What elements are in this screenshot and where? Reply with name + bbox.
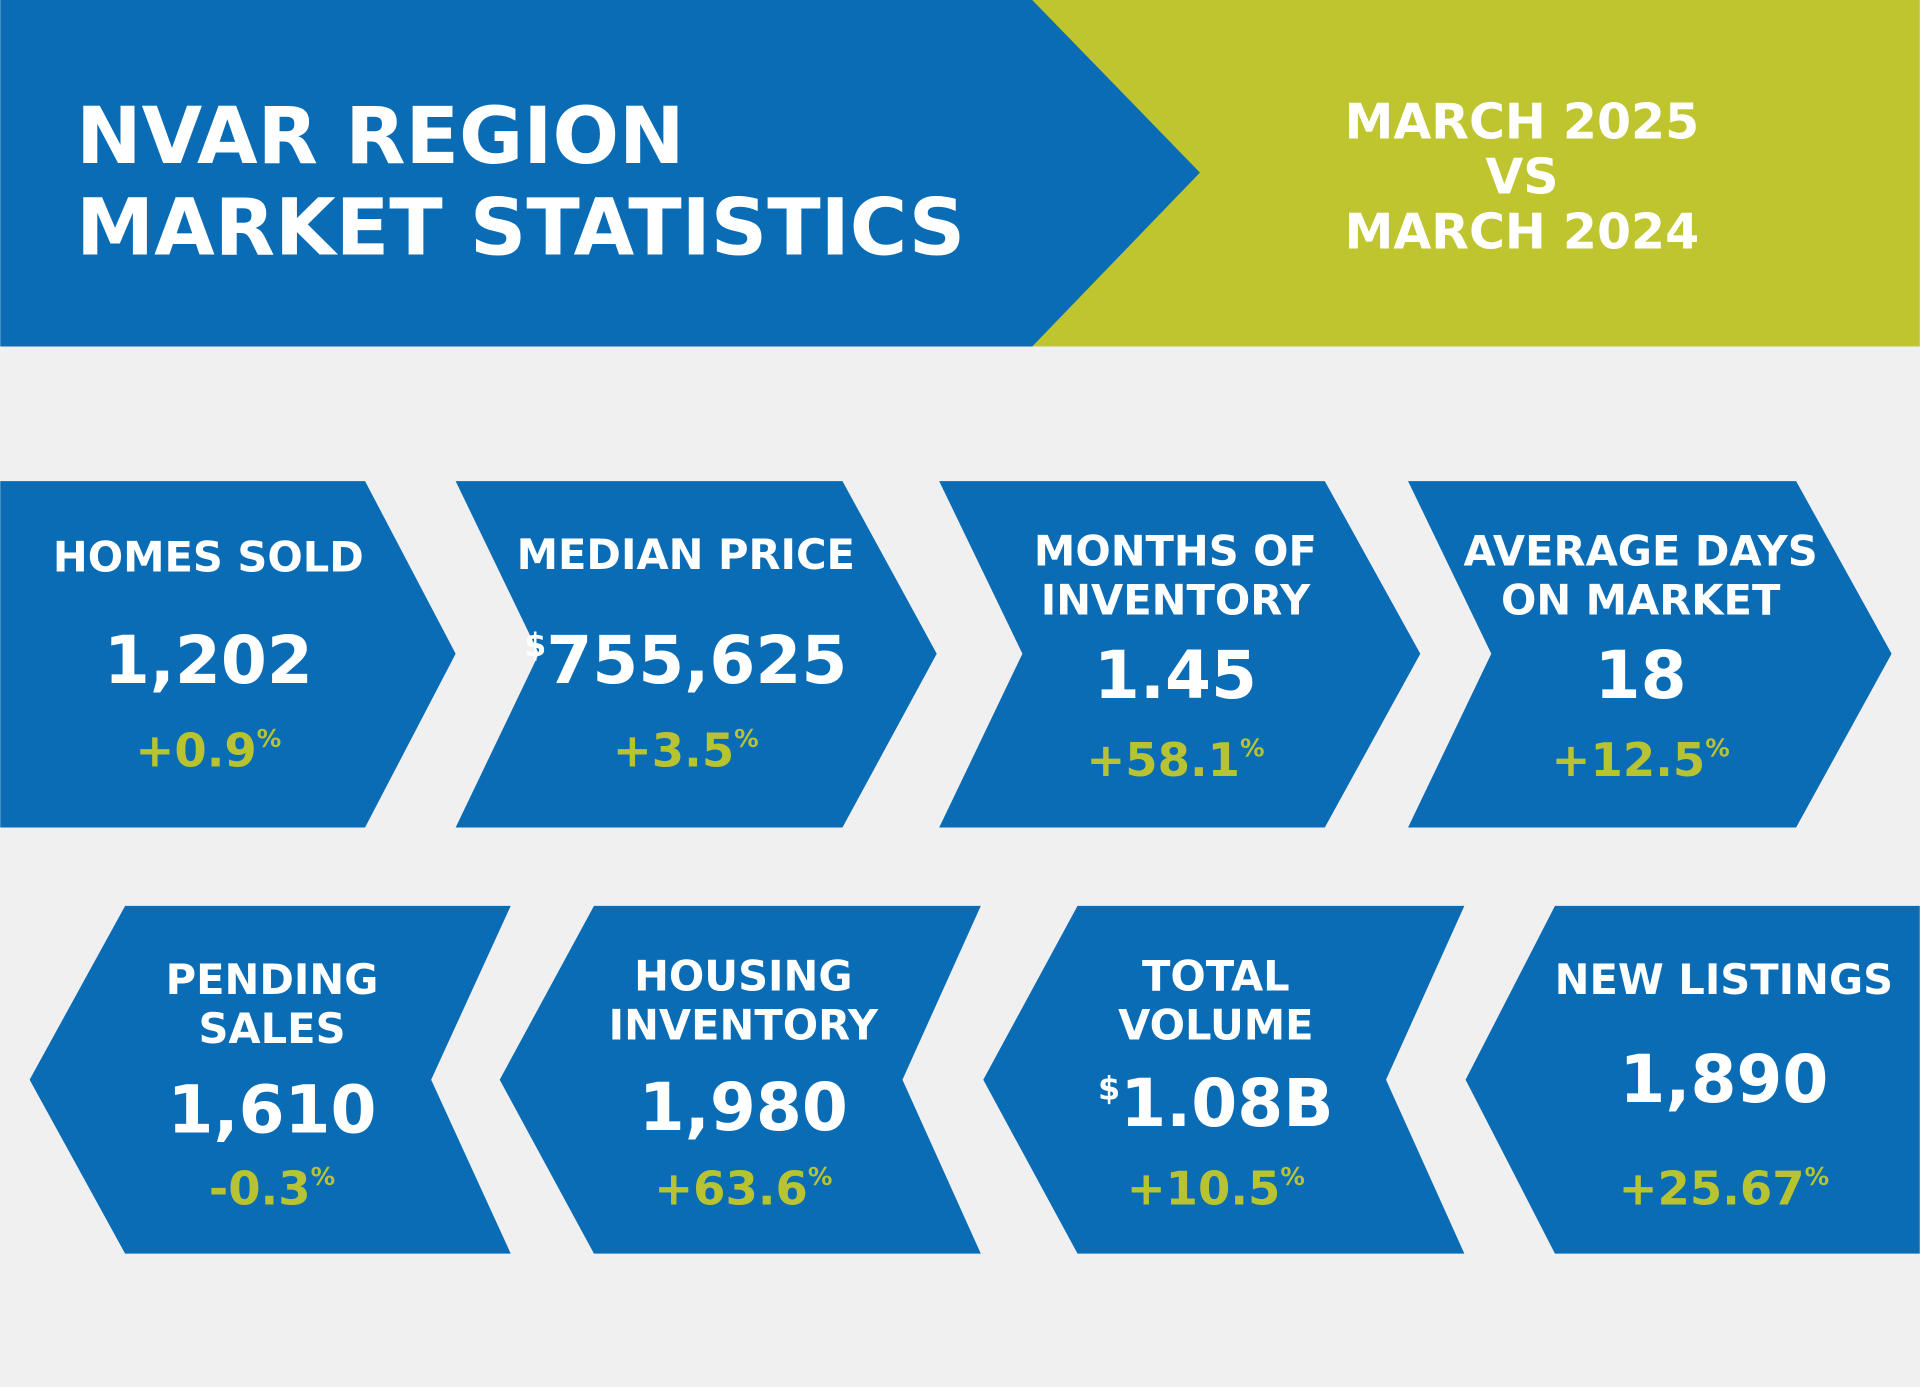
- card-value: $1.08B: [1098, 1065, 1334, 1142]
- card-label: INVENTORY: [609, 1000, 879, 1049]
- card-change: +10.5%: [1127, 1162, 1305, 1216]
- card-change: +0.9%: [135, 723, 281, 777]
- period-line: MARCH 2025: [1345, 93, 1699, 150]
- card-value: $755,625: [524, 622, 847, 699]
- card-chevron: [499, 905, 981, 1254]
- card-label: HOUSING: [634, 951, 852, 1000]
- stat-card: MEDIAN PRICE $755,625 +3.5%: [455, 481, 937, 828]
- change-number: +63.6: [654, 1162, 808, 1216]
- stat-card: NEW LISTINGS 1,890 +25.67%: [1465, 905, 1920, 1254]
- card-change: -0.3%: [209, 1162, 335, 1216]
- card-chevron: [0, 481, 456, 828]
- change-unit: %: [257, 724, 282, 753]
- header-blue: [0, 0, 1200, 347]
- change-unit: %: [1240, 734, 1265, 763]
- value-number: 1,202: [104, 622, 313, 699]
- change-unit: %: [1805, 1162, 1830, 1191]
- card-change: +58.1%: [1086, 733, 1264, 787]
- card-value: 1,202: [104, 622, 313, 699]
- value-number: 1,890: [1619, 1041, 1828, 1118]
- card-label: ON MARKET: [1501, 576, 1781, 625]
- card-value: 18: [1595, 637, 1687, 714]
- card-label: NEW LISTINGS: [1555, 955, 1893, 1004]
- change-number: -0.3: [209, 1162, 311, 1216]
- title-line: MARKET STATISTICS: [76, 183, 965, 274]
- card-label: VOLUME: [1118, 1000, 1314, 1049]
- change-number: +10.5: [1127, 1162, 1281, 1216]
- card-chevron: [455, 481, 937, 828]
- cards: HOMES SOLD 1,202 +0.9% MEDIAN PRICE $755,625…: [0, 481, 1920, 1254]
- card-chevron: [29, 905, 511, 1254]
- change-unit: %: [311, 1162, 336, 1191]
- value-prefix: $: [1098, 1069, 1120, 1107]
- change-number: +0.9: [135, 723, 256, 777]
- card-value: 1,980: [639, 1069, 848, 1146]
- card-change: +25.67%: [1619, 1162, 1830, 1216]
- card-label: MEDIAN PRICE: [517, 530, 855, 579]
- card-chevron: [1408, 481, 1892, 828]
- value-prefix: $: [524, 626, 546, 664]
- change-unit: %: [734, 724, 759, 753]
- value-number: 1,610: [167, 1071, 376, 1148]
- value-number: 1.45: [1094, 637, 1257, 714]
- value-number: 18: [1595, 637, 1687, 714]
- change-number: +12.5: [1552, 733, 1706, 787]
- change-number: +3.5: [613, 723, 734, 777]
- change-number: +25.67: [1619, 1162, 1805, 1216]
- card-label: MONTHS OF: [1034, 527, 1317, 576]
- change-number: +58.1: [1086, 733, 1240, 787]
- card-label: AVERAGE DAYS: [1464, 527, 1818, 576]
- card-change: +12.5%: [1552, 733, 1730, 787]
- change-unit: %: [1705, 734, 1730, 763]
- period-line: MARCH 2024: [1345, 204, 1699, 261]
- card-change: +63.6%: [654, 1162, 832, 1216]
- value-number: 755,625: [546, 622, 847, 699]
- title-line: NVAR REGION: [76, 91, 684, 182]
- card-label: SALES: [198, 1004, 345, 1053]
- card-chevron: [1465, 905, 1920, 1254]
- change-unit: %: [1280, 1162, 1305, 1191]
- card-chevron: [939, 481, 1421, 828]
- card-value: 1,610: [167, 1071, 376, 1148]
- card-label: PENDING: [166, 955, 379, 1004]
- card-label: TOTAL: [1142, 951, 1290, 1000]
- card-value: 1,890: [1619, 1041, 1828, 1118]
- card-label: HOMES SOLD: [53, 533, 364, 582]
- value-number: 1,980: [639, 1069, 848, 1146]
- card-label: INVENTORY: [1041, 576, 1311, 625]
- card-value: 1.45: [1094, 637, 1257, 714]
- stat-card: HOMES SOLD 1,202 +0.9%: [0, 481, 456, 828]
- card-change: +3.5%: [613, 723, 759, 777]
- change-unit: %: [808, 1162, 833, 1191]
- value-number: 1.08B: [1120, 1065, 1333, 1142]
- card-chevron: [983, 905, 1465, 1254]
- period-line: VS: [1485, 148, 1558, 205]
